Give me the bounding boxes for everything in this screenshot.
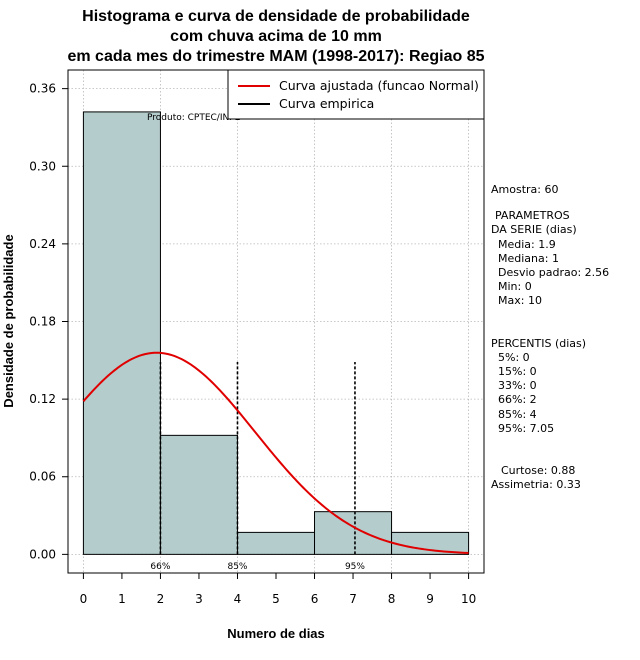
histogram-bars <box>82 111 470 555</box>
x-axis: 0 1 2 3 4 5 6 7 8 9 10 <box>80 572 476 606</box>
percentile-95: 95%: 7.05 <box>498 421 555 435</box>
percentile-66: 66%: 2 <box>498 393 537 407</box>
stat-median: Mediana: 1 <box>498 251 559 265</box>
x-tick-label: 3 <box>195 592 203 606</box>
percentile-15: 15%: 0 <box>498 365 537 379</box>
stat-stdev: Desvio padrao: 2.56 <box>498 266 610 280</box>
percentile-marker-label: 85% <box>227 562 247 572</box>
percentile-marker-label: 66% <box>150 562 170 572</box>
chart-title-line-3: em cada mes do trimestre MAM (1998-2017)… <box>67 48 484 65</box>
y-tick-label: 0.12 <box>29 392 56 406</box>
stat-max: Max: 10 <box>498 294 542 308</box>
stats-panel: Amostra: 60 PARAMETROS DA SERIE (dias) M… <box>491 183 637 492</box>
y-tick-label: 0.36 <box>29 82 56 96</box>
y-tick-label: 0.18 <box>29 315 56 329</box>
product-label: Produto: CPTEC/INPE <box>147 113 241 123</box>
legend-label-empirical: Curva empirica <box>279 96 374 111</box>
params-title-1: PARAMETROS <box>495 209 570 223</box>
y-tick-label: 0.00 <box>29 547 56 561</box>
normal-fit-curve <box>82 351 469 555</box>
stat-skewness: Assimetria: 0.33 <box>491 478 581 492</box>
y-tick-label: 0.06 <box>29 470 56 484</box>
stat-sample: Amostra: 60 <box>491 183 559 196</box>
percentile-5: 5%: 0 <box>498 350 530 364</box>
chart-title-line-1: Histograma e curva de densidade de proba… <box>82 8 470 25</box>
chart-title-line-2: com chuva acima de 10 mm <box>170 28 382 45</box>
percentile-33: 33%: 0 <box>498 379 537 393</box>
histogram-bar-2 <box>159 434 238 555</box>
y-axis-title: Densidade de probabilidade <box>1 234 16 407</box>
x-tick-label: 10 <box>461 592 476 606</box>
y-tick-label: 0.24 <box>29 237 56 251</box>
percentile-85: 85%: 4 <box>498 407 537 421</box>
x-tick-label: 1 <box>118 592 126 606</box>
params-title-2: DA SERIE (dias) <box>491 223 577 237</box>
x-tick-label: 7 <box>349 592 357 606</box>
legend: Curva ajustada (funcao Normal) Curva emp… <box>227 69 485 120</box>
x-tick-label: 8 <box>388 592 396 606</box>
x-tick-label: 5 <box>272 592 280 606</box>
normal-curve-layer <box>82 351 469 555</box>
histogram-bar-3 <box>236 531 316 555</box>
histogram-bar-1 <box>82 111 161 555</box>
percentiles-title: PERCENTIS (dias) <box>491 336 587 350</box>
stat-mean: Media: 1.9 <box>498 237 556 251</box>
legend-label-fit: Curva ajustada (funcao Normal) <box>279 78 479 93</box>
stat-kurtosis: Curtose: 0.88 <box>501 464 576 478</box>
histogram-bar-5 <box>391 531 470 555</box>
legend-box <box>227 69 485 120</box>
x-tick-label: 2 <box>157 592 165 606</box>
x-tick-label: 0 <box>80 592 88 606</box>
y-tick-label: 0.30 <box>29 159 56 173</box>
histogram-bar-4 <box>314 511 393 555</box>
percentile-marker-label: 95% <box>345 562 365 572</box>
x-tick-label: 6 <box>311 592 319 606</box>
stat-min: Min: 0 <box>498 280 532 294</box>
percentile-markers: 66% 85% 95% <box>150 362 365 572</box>
y-axis: 0.00 0.06 0.12 0.18 0.24 0.30 0.36 <box>29 82 69 561</box>
x-axis-title: Numero de dias <box>227 626 325 641</box>
x-tick-label: 9 <box>426 592 434 606</box>
x-tick-label: 4 <box>234 592 242 606</box>
